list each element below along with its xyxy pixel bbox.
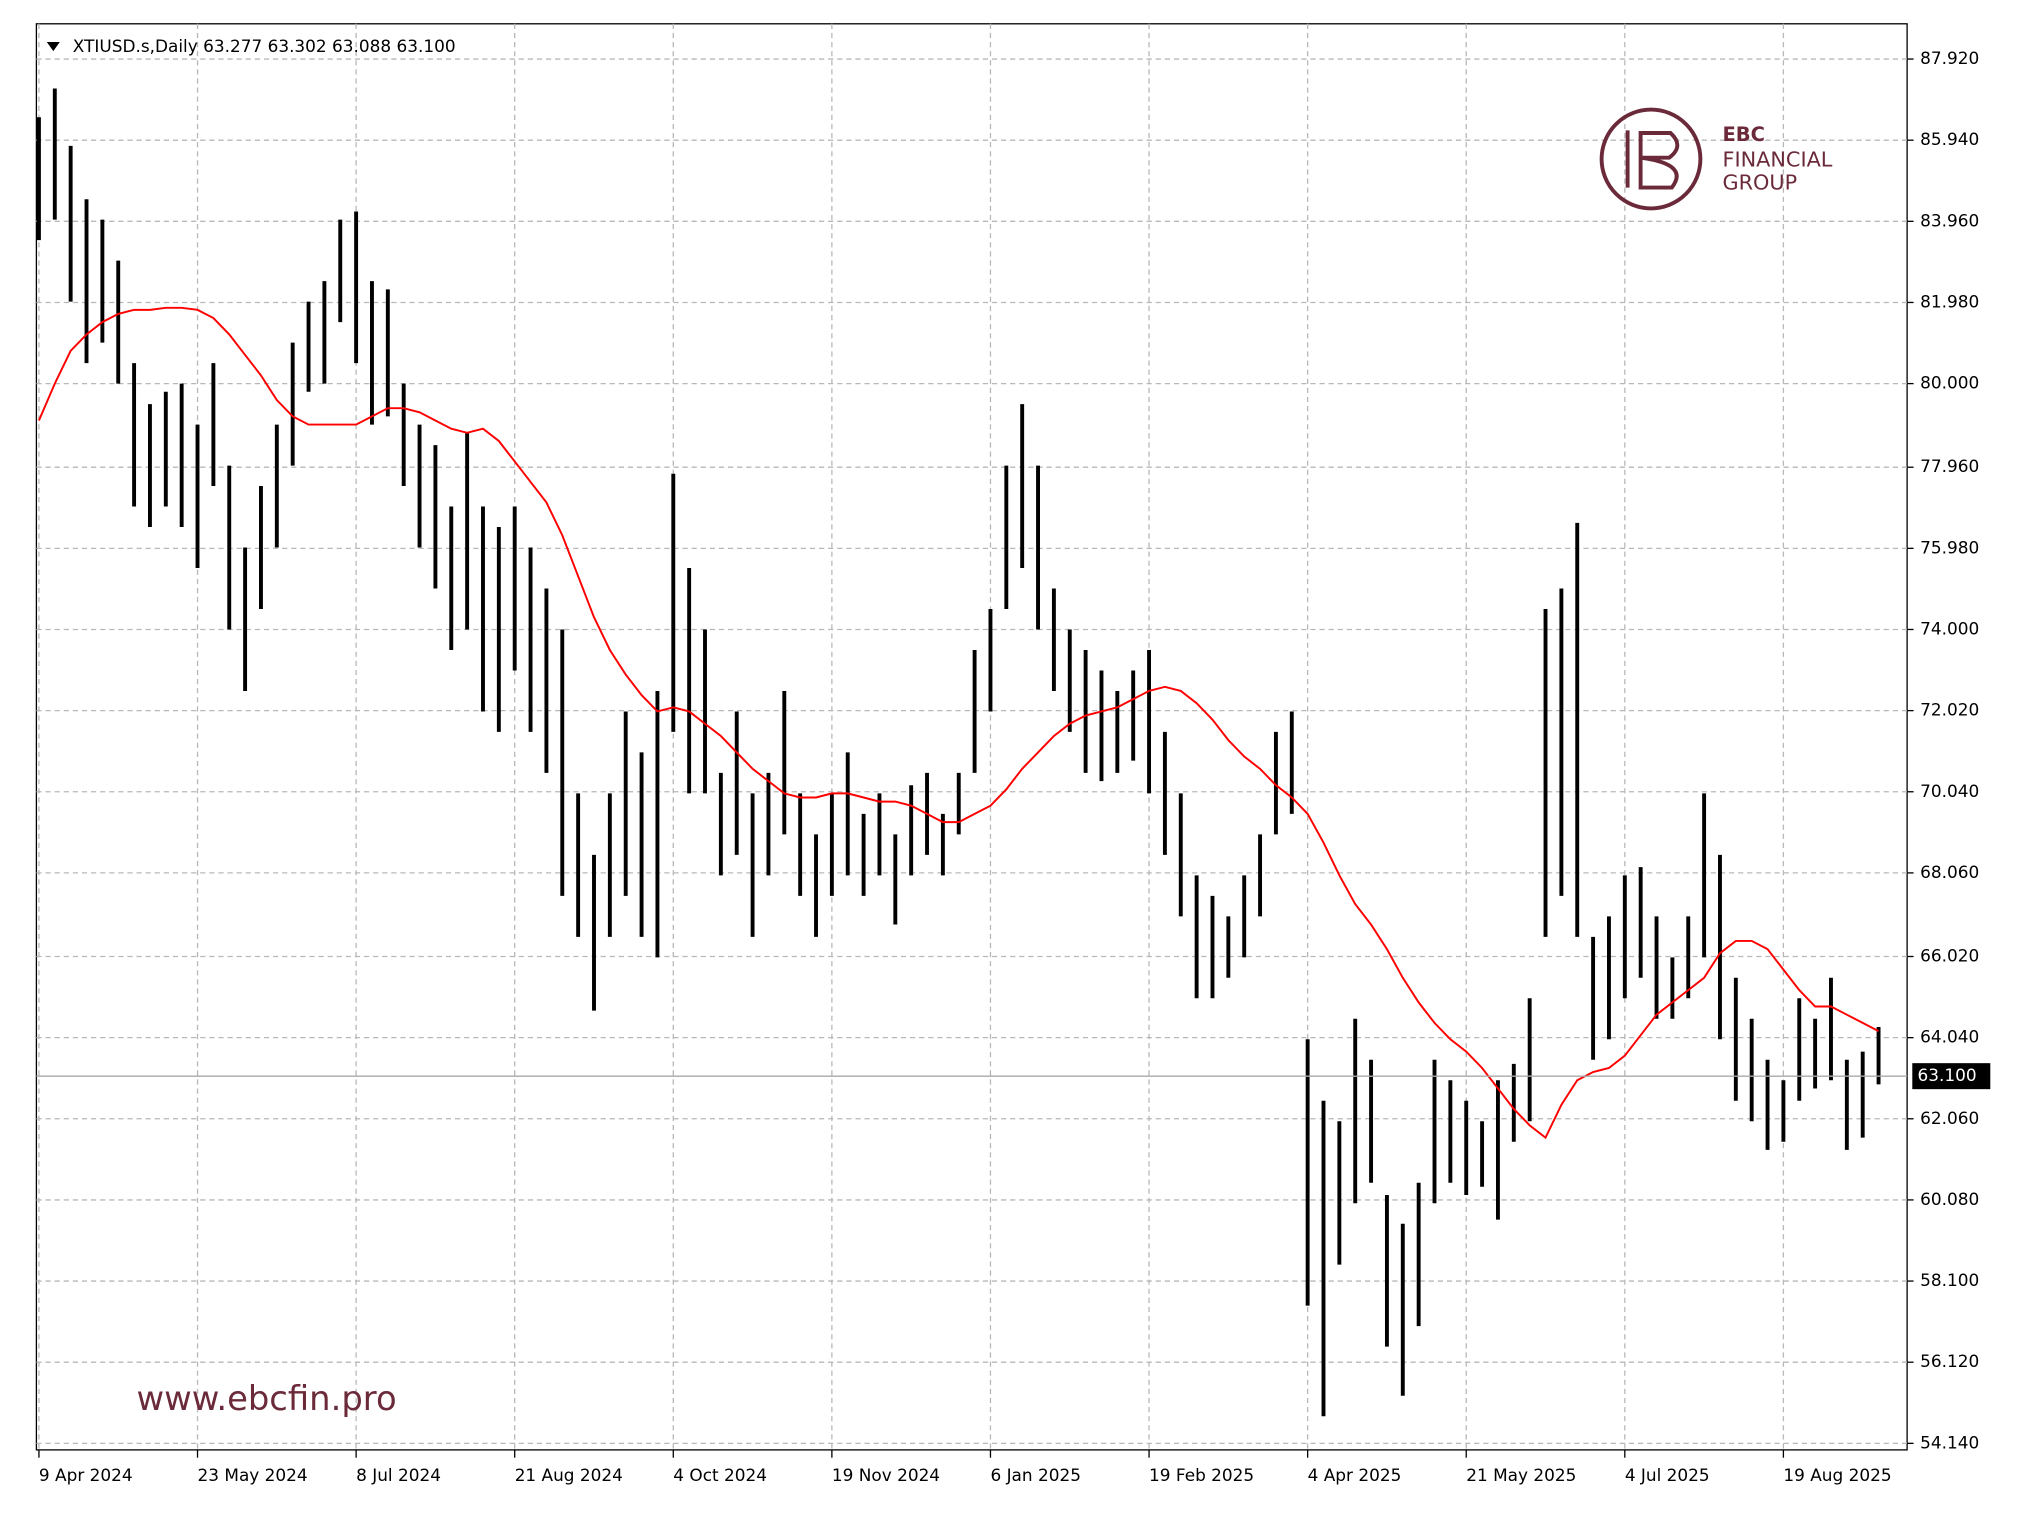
y-tick-label: 58.100 (1920, 1270, 1979, 1290)
y-tick-label: 87.920 (1920, 48, 1979, 68)
y-tick-label: 54.140 (1920, 1432, 1979, 1452)
y-tick-label: 66.020 (1920, 946, 1979, 966)
x-tick-label: 9 Apr 2024 (39, 1465, 133, 1485)
y-tick-label: 75.980 (1920, 537, 1979, 557)
y-tick-label: 74.000 (1920, 618, 1979, 638)
y-tick-label: 62.060 (1920, 1108, 1979, 1128)
logo-ring (1599, 107, 1703, 211)
x-tick-label: 19 Nov 2024 (832, 1465, 940, 1485)
x-tick-label: 23 May 2024 (198, 1465, 308, 1485)
chart-header: XTIUSD.s,Daily 63.277 63.302 63.088 63.1… (73, 36, 456, 56)
y-tick-label: 81.980 (1920, 291, 1979, 311)
y-tick-label: 60.080 (1920, 1189, 1979, 1209)
x-tick-label: 21 May 2025 (1466, 1465, 1576, 1485)
y-tick-label: 70.040 (1920, 781, 1979, 801)
y-tick-label: 68.060 (1920, 862, 1979, 882)
x-tick-label: 4 Oct 2024 (673, 1465, 767, 1485)
logo-line: GROUP (1722, 171, 1797, 195)
y-tick-label: 83.960 (1920, 210, 1979, 230)
menu-arrow[interactable] (46, 42, 60, 52)
y-tick-label: 80.000 (1920, 373, 1979, 393)
x-tick-label: 19 Feb 2025 (1149, 1465, 1254, 1485)
y-tick-label: 77.960 (1920, 456, 1979, 476)
y-tick-label: 64.040 (1920, 1027, 1979, 1047)
y-tick-label: 56.120 (1920, 1351, 1979, 1371)
moving-average (38, 306, 1879, 1140)
grid (36, 23, 1908, 1450)
logo-mark (1625, 130, 1680, 190)
x-tick-label: 8 Jul 2024 (356, 1465, 441, 1485)
y-tick-label: 72.020 (1920, 700, 1979, 720)
watermark-url: www.ebcfin.pro (137, 1379, 397, 1418)
y-tick-label: 85.940 (1920, 129, 1979, 149)
last-price-label: 63.100 (1917, 1065, 1976, 1085)
x-tick-label: 6 Jan 2025 (990, 1465, 1081, 1485)
plot-frame (35, 23, 1908, 1451)
x-tick-label: 21 Aug 2024 (515, 1465, 623, 1485)
x-tick-label: 4 Jul 2025 (1625, 1465, 1710, 1485)
x-tick-label: 19 Aug 2025 (1783, 1465, 1891, 1485)
bars (36, 88, 1908, 1417)
last-price-box (1912, 1063, 1991, 1090)
logo-brand: EBC (1722, 123, 1764, 146)
logo-line: FINANCIAL (1722, 147, 1832, 171)
logo: EBC FINANCIAL GROUP (1599, 107, 1833, 211)
x-tick-label: 4 Apr 2025 (1308, 1465, 1402, 1485)
